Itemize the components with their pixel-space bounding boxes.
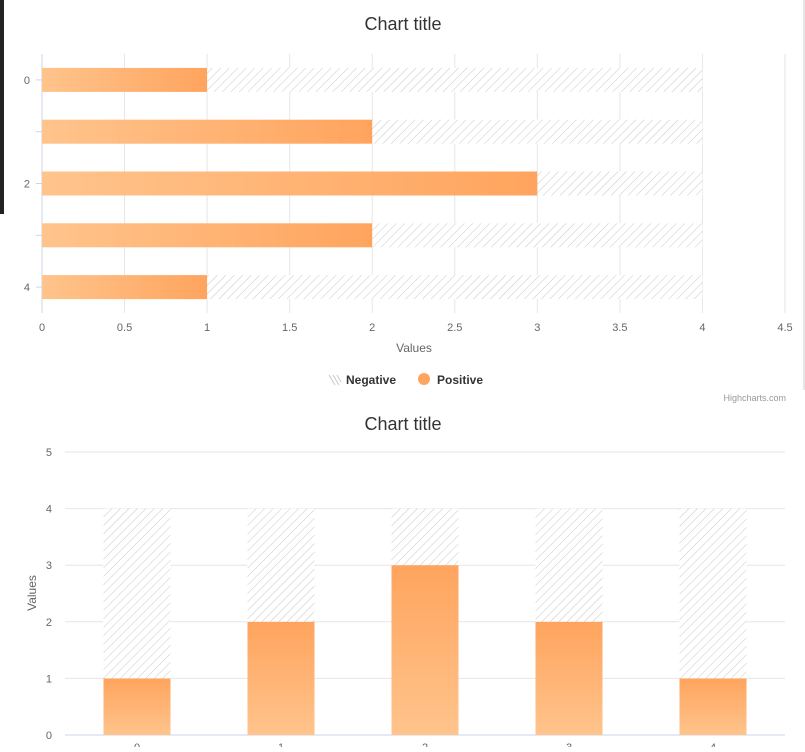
value-tick-label: 0.5 [117,322,132,334]
category-tick-label: 3 [566,742,572,747]
value-tick-label: 1 [46,673,52,685]
legend-label-positive: Positive [437,373,483,387]
horizontal-bar-chart: Chart title Values 0 0.5 1 1.5 2 2.5 3 3.5 4 4.5 0… [24,14,793,403]
chart2-value-axis-title: Values [25,575,39,611]
value-tick-label: 2 [46,617,52,629]
value-tick-label: 0 [39,322,45,334]
value-tick-label: 3 [534,322,540,334]
value-tick-label: 4 [46,504,52,516]
positive-bar[interactable] [535,621,603,735]
legend-item-positive[interactable]: Positive [418,373,483,387]
category-tick-label: 0 [24,75,30,87]
value-tick-label: 5 [46,447,52,459]
category-tick-label: 0 [134,742,140,747]
chart2-title: Chart title [364,414,441,434]
value-tick-label: 2 [369,322,375,334]
legend-label-negative: Negative [346,373,396,387]
hatch-swatch-icon [328,374,342,386]
category-tick-label: 1 [278,742,284,747]
value-tick-label: 3.5 [612,322,627,334]
value-tick-label: 4 [699,322,705,334]
vertical-bar-chart-svg: Chart title Values 0 1 2 3 4 5 0 1 2 3 4 [25,414,785,752]
value-tick-label: 4.5 [777,322,792,334]
category-tick-label: 4 [710,742,716,747]
positive-bar[interactable] [42,67,208,92]
positive-bar[interactable] [42,275,208,300]
chart1-title: Chart title [364,14,441,34]
value-tick-label: 0 [46,730,52,742]
scrollbar-track [803,0,805,390]
positive-bar[interactable] [247,621,315,735]
value-tick-label: 3 [46,560,52,572]
horizontal-bar-chart-svg: Chart title Values 0 0.5 1 1.5 2 2.5 3 3.5 4 4.5 0… [24,14,793,387]
value-tick-label: 1.5 [282,322,297,334]
circle-swatch-icon [418,373,430,385]
window-edge [0,0,4,214]
value-tick-label: 1 [204,322,210,334]
category-tick-label: 2 [24,179,30,191]
positive-bar[interactable] [391,565,459,735]
chart1-value-axis-title: Values [396,341,432,355]
legend-item-negative[interactable]: Negative [328,373,396,387]
credits-link[interactable]: Highcharts.com [723,393,786,403]
legend: Negative Positive [328,373,483,387]
positive-bar[interactable] [679,678,747,735]
vertical-bar-chart: Chart title Values 0 1 2 3 4 5 0 1 2 3 4 [0,408,805,752]
category-tick-label: 4 [24,282,30,294]
value-tick-label: 2.5 [447,322,462,334]
positive-bar[interactable] [42,223,373,248]
positive-bar[interactable] [42,119,373,144]
positive-bar[interactable] [42,171,538,196]
positive-bar[interactable] [103,678,171,735]
category-tick-label: 2 [422,742,428,747]
